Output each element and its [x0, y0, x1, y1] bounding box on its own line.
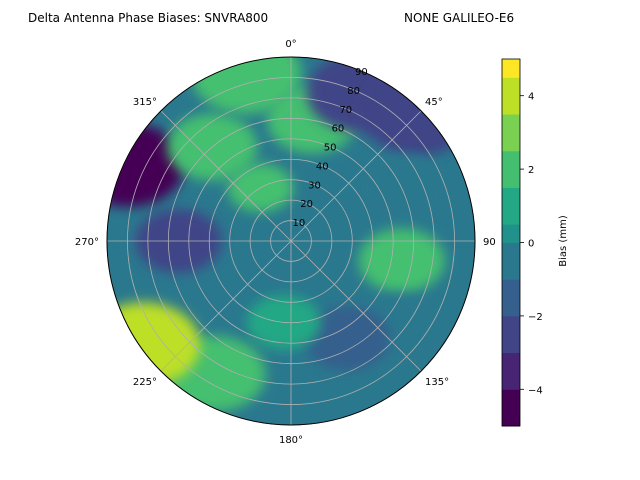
- colorbar-segment: [502, 150, 520, 170]
- chart-title: Delta Antenna Phase Biases: SNVRA800: [28, 11, 268, 25]
- contour-region-6: [358, 228, 445, 293]
- colorbar-segment: [502, 242, 520, 262]
- colorbar-segment: [502, 169, 520, 188]
- radial-tick-labels: 10 20 30 40 50 60 70 80 90: [292, 67, 367, 229]
- colorbar-segment: [502, 352, 520, 372]
- contour-region-16: [190, 57, 302, 115]
- theta-tick-label: 0°: [285, 39, 296, 50]
- theta-gridline-45: [290, 110, 422, 242]
- colorbar-segment: [502, 205, 520, 225]
- colorbar-segment: [502, 59, 520, 78]
- radial-tick-label: 60: [332, 124, 345, 135]
- colorbar-segment: [502, 132, 520, 152]
- colorbar-label: Bias (mm): [558, 215, 569, 267]
- colorbar-tick-label: 0: [528, 239, 534, 250]
- theta-tick-label: 90: [483, 237, 496, 248]
- radial-tick-label: 90: [355, 67, 368, 78]
- polar-frame: [106, 56, 476, 426]
- theta-tick-label: 270°: [75, 237, 99, 248]
- colorbar-tick-label: 4: [528, 92, 534, 103]
- theta-gridline-135: [290, 240, 422, 372]
- theta-tick-label: 135°: [425, 377, 449, 388]
- contour-region-8: [304, 306, 391, 371]
- colorbar-segment: [502, 77, 520, 97]
- polar-grid: [106, 56, 476, 426]
- radial-tick-label: 30: [308, 180, 321, 191]
- colorbar-tick-label: 2: [528, 165, 534, 176]
- theta-tick-label: 45°: [425, 97, 443, 108]
- theta-gridline-315: [160, 110, 292, 242]
- contour-region-11: [107, 302, 201, 387]
- theta-tick-labels: 0° 45° 90 135° 180° 225° 270° 315°: [75, 39, 496, 446]
- colorbar-segment: [502, 95, 520, 115]
- colorbar-segment: [502, 315, 520, 335]
- theta-tick-label: 225°: [133, 377, 157, 388]
- contour-region-13: [107, 123, 185, 207]
- colorbar-segment: [502, 260, 520, 280]
- colorbar-segment: [502, 334, 520, 354]
- colorbar-segment: [502, 389, 520, 409]
- colorbar-segment: [502, 370, 520, 390]
- colorbar-segment: [502, 407, 520, 427]
- colorbar: −4 −2 0 2 4: [501, 58, 543, 427]
- colorbar-segment: [502, 224, 520, 243]
- colorbar-segment: [502, 297, 520, 317]
- radial-tick-label: 20: [300, 199, 313, 210]
- colorbar-segment: [502, 279, 520, 299]
- colorbar-segment: [502, 187, 520, 207]
- contour-fill-layer: [107, 57, 475, 412]
- radial-tick-label: 10: [292, 218, 305, 229]
- theta-gridline-225: [160, 240, 292, 372]
- radial-tick-label: 50: [324, 143, 337, 154]
- chart-subtitle: NONE GALILEO-E6: [404, 11, 514, 25]
- theta-tick-label: 315°: [133, 97, 157, 108]
- radial-tick-label: 40: [316, 161, 329, 172]
- radial-tick-label: 70: [339, 105, 352, 116]
- colorbar-segment: [502, 114, 520, 133]
- colorbar-tick-label: −2: [528, 312, 543, 323]
- radial-tick-label: 80: [347, 86, 360, 97]
- theta-tick-label: 180°: [279, 435, 303, 446]
- colorbar-tick-label: −4: [528, 385, 543, 396]
